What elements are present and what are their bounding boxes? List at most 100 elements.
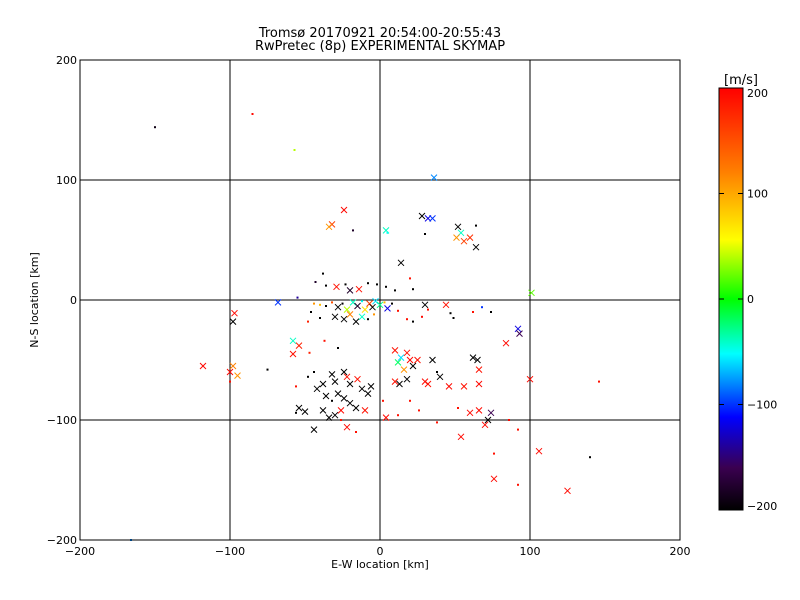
colorbar-tick-label: 0 — [747, 293, 754, 306]
data-point-x — [457, 433, 465, 441]
data-point-x — [346, 311, 354, 318]
data-point-dot — [322, 272, 324, 275]
data-point-x — [367, 383, 375, 390]
data-point-dot — [266, 368, 269, 371]
data-point-x — [484, 416, 492, 424]
colorbar-tick-label: 100 — [747, 188, 768, 201]
data-point-x — [340, 315, 348, 323]
data-point-x — [487, 409, 495, 417]
data-point-dot — [367, 318, 369, 321]
data-point-x — [337, 407, 345, 414]
data-point-x — [331, 378, 339, 385]
data-point-x — [421, 301, 429, 309]
data-point-x — [397, 354, 405, 361]
colorbar-tick-label: −100 — [747, 399, 777, 412]
data-point-x — [343, 373, 351, 381]
data-point-dot — [340, 419, 342, 421]
data-point-dot — [412, 320, 414, 323]
data-point-dot — [319, 303, 321, 306]
data-point-dot — [341, 302, 344, 305]
data-point-dot — [409, 277, 411, 280]
data-point-x — [343, 306, 351, 313]
data-point-dot — [418, 409, 420, 412]
data-point-dot — [352, 229, 354, 232]
data-point-x — [340, 395, 348, 402]
data-point-dot — [397, 309, 399, 312]
data-point-x — [234, 372, 241, 379]
data-point-x — [346, 399, 354, 407]
data-point-dot — [367, 282, 369, 285]
data-point-x — [313, 385, 321, 393]
data-point-dot — [307, 320, 309, 323]
x-tick-label: 100 — [520, 545, 541, 558]
data-point-x — [352, 404, 360, 412]
data-point-dot — [310, 311, 312, 313]
data-point-dot — [229, 380, 231, 383]
data-point-x — [322, 392, 330, 400]
data-point-x — [334, 303, 342, 311]
y-tick-label: −200 — [47, 534, 77, 547]
data-point-dot — [386, 231, 389, 234]
colorbar-tick-label: −200 — [747, 500, 777, 513]
colorbar-label: [m/s] — [724, 73, 758, 88]
data-point-dot — [475, 224, 477, 227]
data-point-x — [454, 223, 462, 231]
data-point-x — [319, 380, 327, 388]
data-point-dot — [355, 431, 357, 433]
data-point-x — [403, 375, 411, 383]
data-point-x — [430, 174, 438, 181]
data-point-dot — [589, 456, 591, 459]
data-point-x — [472, 243, 480, 251]
data-point-x — [526, 375, 534, 383]
data-point-x — [414, 356, 421, 364]
data-points — [130, 113, 600, 541]
colorbar-tick-label: 200 — [747, 87, 768, 100]
data-point-dot — [313, 302, 315, 305]
data-point-dot — [394, 289, 396, 292]
data-point-dot — [383, 301, 386, 304]
x-axis-label: E-W location [km] — [331, 558, 429, 571]
data-point-x — [481, 421, 489, 429]
data-point-dot — [361, 300, 363, 303]
y-tick-label: 0 — [70, 294, 77, 307]
data-point-x — [358, 313, 366, 321]
data-point-dot — [344, 283, 347, 286]
data-point-x — [403, 349, 411, 357]
data-point-x — [466, 234, 474, 241]
data-point-dot — [449, 312, 452, 315]
data-point-x — [310, 426, 318, 433]
data-point-x — [397, 259, 405, 267]
data-point-x — [274, 299, 282, 306]
data-point-dot — [493, 452, 495, 455]
data-point-dot — [308, 351, 311, 354]
data-point-dot — [391, 302, 393, 305]
data-point-x — [340, 206, 348, 214]
data-point-x — [516, 330, 523, 337]
data-point-x — [535, 447, 543, 455]
data-point-dot — [331, 399, 333, 402]
data-point-dot — [325, 305, 327, 307]
data-point-dot — [436, 371, 438, 373]
data-point-dot — [457, 407, 459, 409]
data-point-dot — [323, 339, 326, 342]
data-point-x — [391, 378, 399, 385]
data-point-x — [289, 337, 297, 345]
data-point-x — [289, 350, 297, 358]
data-point-x — [334, 390, 342, 397]
data-point-x — [469, 354, 477, 361]
data-point-x — [453, 234, 460, 241]
data-point-dot — [325, 284, 327, 287]
data-point-dot — [154, 126, 156, 129]
data-point-x — [325, 223, 333, 231]
data-point-x — [295, 342, 303, 349]
data-point-x — [466, 409, 474, 417]
x-tick-label: −200 — [65, 545, 95, 558]
data-point-x — [229, 318, 237, 325]
data-point-dot — [424, 233, 426, 235]
data-point-dot — [314, 281, 317, 283]
data-point-x — [333, 283, 340, 291]
data-point-x — [382, 414, 390, 421]
data-point-x — [436, 373, 444, 381]
data-point-dot — [296, 296, 299, 299]
